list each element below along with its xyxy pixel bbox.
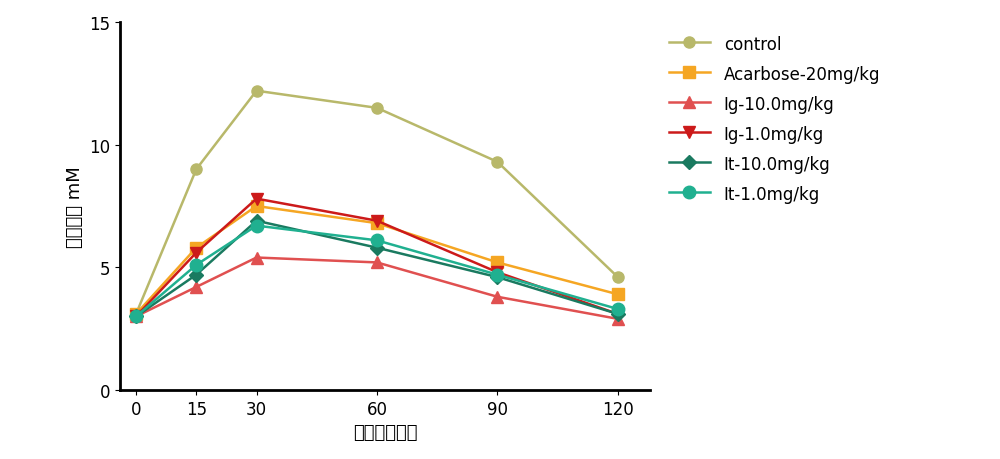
Acarbose-20mg/kg — [251, 204, 263, 209]
Ig-1.0mg/kg — [251, 196, 263, 202]
It-10.0mg/kg — [371, 246, 383, 251]
Ig-1.0mg/kg — [612, 312, 624, 317]
It-1.0mg/kg — [251, 224, 263, 229]
It-10.0mg/kg — [612, 312, 624, 317]
Line: It-10.0mg/kg: It-10.0mg/kg — [131, 216, 623, 322]
It-1.0mg/kg — [491, 272, 503, 278]
It-10.0mg/kg — [491, 275, 503, 280]
control — [612, 275, 624, 280]
Line: Ig-1.0mg/kg: Ig-1.0mg/kg — [130, 193, 624, 323]
control — [251, 89, 263, 94]
It-10.0mg/kg — [190, 272, 202, 278]
Acarbose-20mg/kg — [190, 246, 202, 251]
Line: It-1.0mg/kg: It-1.0mg/kg — [130, 220, 624, 323]
Acarbose-20mg/kg — [371, 221, 383, 226]
X-axis label: 时间（分钟）: 时间（分钟） — [353, 423, 417, 441]
Ig-1.0mg/kg — [371, 218, 383, 224]
It-10.0mg/kg — [251, 218, 263, 224]
Ig-10.0mg/kg — [190, 285, 202, 290]
control — [491, 160, 503, 165]
control — [371, 106, 383, 112]
Ig-1.0mg/kg — [491, 270, 503, 275]
Y-axis label: 血糖浓度 mM: 血糖浓度 mM — [66, 166, 84, 247]
It-1.0mg/kg — [130, 314, 142, 319]
Ig-10.0mg/kg — [130, 314, 142, 319]
Ig-10.0mg/kg — [251, 255, 263, 261]
Acarbose-20mg/kg — [491, 260, 503, 266]
Line: Ig-10.0mg/kg: Ig-10.0mg/kg — [130, 252, 624, 325]
Acarbose-20mg/kg — [130, 312, 142, 317]
control — [190, 167, 202, 173]
Ig-1.0mg/kg — [190, 250, 202, 256]
It-1.0mg/kg — [612, 307, 624, 312]
Ig-10.0mg/kg — [612, 316, 624, 322]
It-1.0mg/kg — [190, 263, 202, 268]
Ig-1.0mg/kg — [130, 314, 142, 319]
Ig-10.0mg/kg — [371, 260, 383, 266]
Line: control: control — [131, 86, 623, 320]
Ig-10.0mg/kg — [491, 294, 503, 300]
It-10.0mg/kg — [130, 314, 142, 319]
Legend: control, Acarbose-20mg/kg, Ig-10.0mg/kg, Ig-1.0mg/kg, It-10.0mg/kg, It-1.0mg/kg: control, Acarbose-20mg/kg, Ig-10.0mg/kg,… — [664, 31, 885, 208]
It-1.0mg/kg — [371, 238, 383, 244]
Line: Acarbose-20mg/kg: Acarbose-20mg/kg — [131, 201, 623, 320]
control — [130, 312, 142, 317]
Acarbose-20mg/kg — [612, 292, 624, 297]
